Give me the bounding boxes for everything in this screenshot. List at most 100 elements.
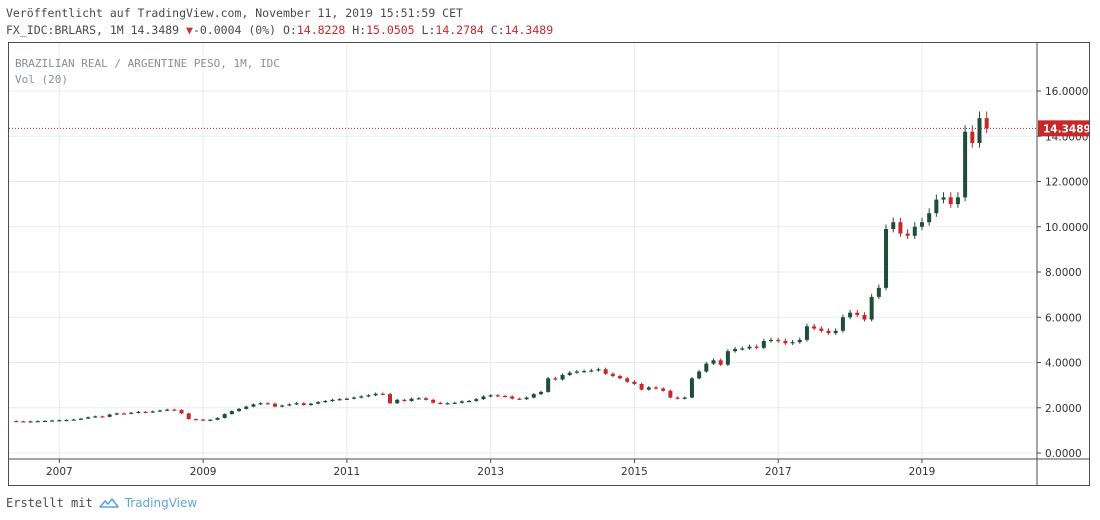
candle-up	[244, 406, 249, 409]
candle-up	[416, 398, 421, 400]
y-tick-label: 10.0000	[1045, 222, 1088, 234]
high-value: 15.0505	[366, 23, 415, 37]
candle-up	[488, 395, 493, 397]
y-tick-label: 0.0000	[1045, 448, 1082, 460]
candle-up	[876, 287, 881, 297]
candle-up	[840, 317, 845, 331]
candle-down	[639, 383, 644, 390]
candle-down	[402, 399, 407, 402]
close-label: C:	[490, 23, 505, 37]
candle-up	[733, 348, 738, 352]
candle-up	[589, 370, 594, 372]
candle-up	[50, 420, 55, 422]
candle-up	[316, 402, 321, 404]
candle-down	[553, 378, 558, 380]
candle-down	[272, 403, 277, 407]
x-tick-label: 2007	[46, 466, 73, 478]
x-tick-label: 2009	[190, 466, 217, 478]
candle-down	[905, 233, 910, 236]
candle-down	[201, 419, 206, 421]
published-text: Veröffentlicht auf TradingView.com, Nove…	[6, 6, 463, 20]
candle-up	[78, 418, 83, 420]
candle-up	[704, 363, 709, 372]
candle-down	[122, 413, 127, 415]
candle-up	[359, 396, 364, 398]
candle-down	[812, 326, 817, 329]
candle-up	[129, 412, 134, 414]
candle-down	[632, 381, 637, 384]
candle-up	[28, 421, 33, 423]
candle-up	[344, 398, 349, 400]
candle-up	[445, 403, 450, 405]
candle-down	[423, 398, 428, 400]
candle-up	[689, 378, 694, 398]
candle-up	[57, 420, 62, 422]
y-tick-label: 2.0000	[1045, 403, 1082, 415]
candle-down	[193, 419, 198, 421]
candle-up	[467, 400, 472, 403]
open-label: O:	[283, 23, 297, 37]
candle-up	[574, 371, 579, 373]
candle-up	[157, 410, 162, 412]
candle-up	[64, 419, 69, 422]
candle-up	[725, 351, 730, 365]
candle-up	[941, 197, 946, 200]
candle-up	[697, 371, 702, 379]
candle-down	[776, 339, 781, 342]
candle-down	[826, 330, 831, 334]
candle-down	[661, 388, 666, 391]
symbol-line: FX_IDC:BRLARS, 1M 14.3489 ▼-0.0004 (0%) …	[6, 23, 553, 37]
candle-up	[165, 409, 170, 411]
candle-up	[761, 341, 766, 348]
candle-up	[546, 378, 551, 392]
candle-down	[783, 341, 788, 344]
series-legend: BRAZILIAN REAL / ARGENTINE PESO, 1M, IDC	[15, 57, 280, 70]
candle-down	[618, 376, 623, 379]
candle-up	[963, 131, 968, 198]
candle-up	[740, 348, 745, 350]
candle-up	[560, 374, 565, 380]
candle-up	[919, 222, 924, 227]
published-line: Veröffentlicht auf TradingView.com, Nove…	[6, 6, 463, 20]
candle-up	[955, 197, 960, 205]
tradingview-logo-icon	[98, 498, 119, 508]
candle-down	[754, 346, 759, 348]
candle-up	[769, 339, 774, 342]
candle-down	[510, 396, 515, 399]
candle-up	[337, 399, 342, 401]
candle-up	[912, 226, 917, 236]
candle-down	[380, 393, 385, 395]
candle-down	[898, 222, 903, 234]
candle-up	[395, 399, 400, 404]
y-tick-label: 6.0000	[1045, 312, 1082, 324]
candle-down	[819, 328, 824, 331]
candle-down	[21, 421, 26, 423]
candle-up	[107, 414, 112, 417]
x-tick-label: 2013	[477, 466, 504, 478]
candle-down	[179, 410, 184, 414]
candle-down	[172, 409, 177, 411]
high-label: H:	[352, 23, 367, 37]
candle-down	[653, 387, 658, 389]
chart-canvas[interactable]: 0.0000 2.0000 4.0000 6.0000 8.0000 10.0000 12.…	[9, 43, 1089, 485]
candle-up	[848, 312, 853, 318]
candle-down	[862, 314, 867, 320]
candle-up	[86, 417, 91, 419]
y-tick-label: 16.0000	[1045, 86, 1088, 98]
candle-up	[136, 411, 141, 414]
candle-up	[596, 369, 601, 371]
candle-down	[855, 312, 860, 315]
tradingview-brand[interactable]: TradingView	[124, 496, 198, 510]
candle-down	[984, 118, 989, 129]
candle-down	[970, 131, 975, 144]
candle-down	[301, 403, 306, 406]
candle-up	[682, 397, 687, 399]
low-label: L:	[421, 23, 436, 37]
candle-up	[538, 391, 543, 395]
candle-up	[474, 399, 479, 401]
candle-up	[409, 398, 414, 401]
candle-up	[366, 395, 371, 397]
candle-down	[431, 399, 436, 403]
chart-frame[interactable]: 0.0000 2.0000 4.0000 6.0000 8.0000 10.0000 12.…	[8, 42, 1090, 486]
candle-down	[718, 360, 723, 365]
